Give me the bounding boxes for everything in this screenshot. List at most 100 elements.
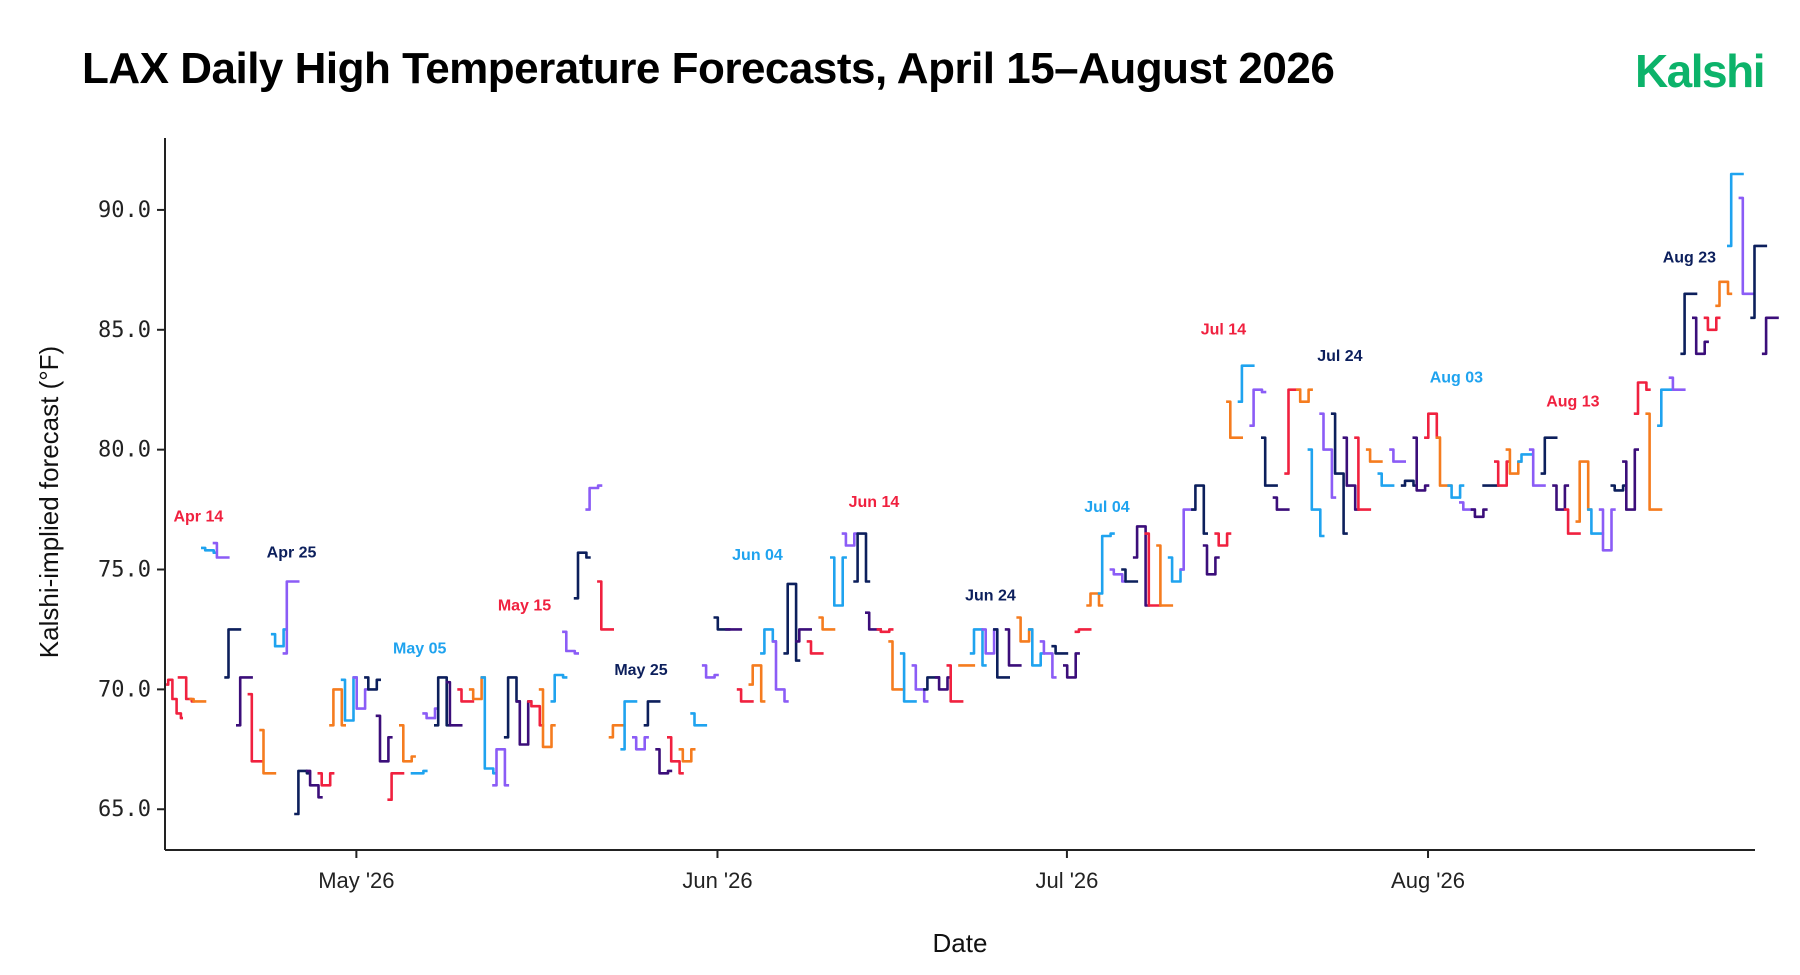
- forecast-line-2026-05-12: [480, 676, 498, 775]
- forecast-line-2026-06-17: [899, 652, 917, 703]
- date-annotation: Aug 23: [1663, 250, 1716, 267]
- forecast-line-2026-06-13: [853, 532, 871, 583]
- x-tick-label: Jul '26: [1035, 868, 1098, 893]
- forecast-line-2026-06-11: [830, 556, 847, 607]
- date-annotation: Jul 14: [1201, 322, 1246, 339]
- forecast-line-2026-06-03: [736, 688, 754, 703]
- date-annotation: Jun 04: [732, 547, 783, 564]
- forecast-line-2026-08-16: [1598, 508, 1616, 552]
- forecast-line-2026-04-19: [212, 541, 230, 559]
- date-annotation: Jun 14: [849, 494, 900, 511]
- forecast-line-2026-07-11: [1179, 508, 1197, 571]
- chart-title: LAX Daily High Temperature Forecasts, Ap…: [82, 44, 1335, 93]
- forecast-line-2026-05-23: [608, 724, 626, 739]
- forecast-line-2026-07-07: [1132, 525, 1150, 607]
- forecast-line-2026-07-08: [1144, 532, 1162, 607]
- forecast-line-2026-06-23: [969, 628, 987, 667]
- forecast-line-2026-04-26: [294, 769, 312, 816]
- forecast-line-2026-08-12: [1552, 484, 1570, 511]
- forecast-line-2026-08-18: [1622, 448, 1639, 511]
- date-annotation: Apr 25: [267, 545, 317, 562]
- forecast-line-2026-05-07: [422, 707, 440, 720]
- forecast-line-2026-08-29: [1750, 244, 1768, 320]
- date-annotation: Jul 24: [1317, 348, 1362, 365]
- forecast-line-2026-05-08: [434, 676, 451, 727]
- forecast-line-2026-04-25: [282, 580, 300, 655]
- date-annotation: Aug 13: [1546, 393, 1599, 410]
- forecast-line-2026-08-01: [1424, 412, 1441, 439]
- forecast-line-2026-05-13: [492, 748, 510, 787]
- forecast-line-2026-05-31: [701, 664, 719, 679]
- annotation-layer: Apr 14 Apr 25 May 05 May 15 May 25 Jun 04 Jun …: [173, 250, 1716, 679]
- forecast-line-2026-08-13: [1563, 508, 1581, 535]
- forecast-line-2026-06-01: [713, 616, 731, 631]
- forecast-line-2026-04-20: [224, 628, 242, 679]
- forecast-line-2026-06-16: [888, 640, 906, 691]
- date-annotation: Jul 04: [1084, 499, 1129, 516]
- forecast-line-2026-07-19: [1272, 496, 1290, 511]
- y-tick-label: 85.0: [98, 318, 151, 343]
- forecast-line-2026-07-06: [1121, 568, 1139, 583]
- forecast-line-2026-05-04: [387, 772, 405, 801]
- forecast-line-2026-08-14: [1575, 460, 1593, 523]
- forecast-line-2026-06-10: [818, 616, 836, 631]
- forecast-line-2026-04-21: [236, 676, 253, 727]
- forecast-line-2026-06-21: [946, 664, 964, 703]
- forecast-line-2026-07-17: [1249, 388, 1267, 427]
- forecast-line-2026-04-16: [177, 676, 195, 703]
- forecast-line-2026-07-05: [1109, 568, 1127, 583]
- forecast-line-2026-06-26: [1004, 628, 1022, 667]
- forecast-line-2026-08-25: [1703, 316, 1721, 332]
- forecast-line-2026-04-23: [259, 728, 277, 775]
- forecast-line-2026-06-08: [795, 628, 812, 643]
- forecast-line-2026-08-11: [1540, 436, 1558, 475]
- forecast-line-2026-04-17: [189, 697, 207, 703]
- axes: 65.0 70.0 75.0 80.0 85.0 90.0 May '26 Jun '26 Ju…: [98, 138, 1755, 893]
- forecast-line-2026-07-03: [1086, 592, 1104, 607]
- forecast-line-2026-05-18: [550, 673, 568, 703]
- forecast-line-2026-05-15: [515, 700, 533, 746]
- forecast-line-2026-05-28: [667, 736, 684, 775]
- forecast-line-2026-05-14: [503, 676, 521, 739]
- y-tick-label: 90.0: [98, 198, 151, 223]
- forecast-line-2026-05-09: [445, 680, 463, 727]
- forecast-line-2026-07-18: [1261, 436, 1278, 487]
- forecast-line-2026-04-15: [166, 678, 183, 720]
- forecast-line-2026-06-24: [981, 628, 999, 655]
- forecast-line-2026-05-26: [643, 700, 661, 727]
- forecast-line-2026-05-30: [690, 712, 708, 727]
- x-tick-label: Aug '26: [1391, 868, 1465, 893]
- forecast-line-2026-06-20: [934, 676, 952, 691]
- x-tick-label: Jun '26: [682, 868, 752, 893]
- forecast-line-2026-04-30: [340, 676, 358, 722]
- forecast-line-2026-05-24: [620, 700, 638, 751]
- forecast-line-2026-05-21: [585, 484, 603, 511]
- forecast-line-2026-05-16: [527, 700, 545, 727]
- forecast-line-2026-06-30: [1051, 644, 1069, 655]
- forecast-line-2026-07-25: [1342, 436, 1360, 511]
- forecast-line-2026-05-17: [538, 688, 556, 749]
- date-annotation: May 25: [614, 662, 667, 679]
- date-annotation: Apr 14: [173, 509, 223, 526]
- forecast-line-2026-08-24: [1692, 316, 1709, 356]
- forecast-line-2026-07-23: [1319, 412, 1337, 499]
- series-layer: [166, 172, 1779, 816]
- forecast-line-2026-05-10: [457, 688, 475, 703]
- x-axis-label: Date: [933, 928, 988, 958]
- forecast-line-2026-06-25: [993, 628, 1010, 679]
- y-tick-label: 65.0: [98, 797, 151, 822]
- forecast-line-2026-08-20: [1645, 412, 1663, 511]
- forecast-line-2026-06-14: [865, 611, 882, 631]
- forecast-line-2026-05-25: [632, 736, 649, 751]
- forecast-line-2026-07-26: [1354, 436, 1372, 511]
- forecast-line-2026-04-29: [329, 688, 346, 727]
- forecast-line-2026-05-01: [352, 676, 370, 710]
- forecast-line-2026-07-15: [1226, 400, 1243, 439]
- forecast-line-2026-07-27: [1365, 448, 1383, 463]
- forecast-line-2026-08-19: [1633, 381, 1651, 415]
- forecast-line-2026-07-13: [1202, 544, 1220, 576]
- forecast-line-2026-08-17: [1610, 484, 1628, 492]
- forecast-line-2026-08-03: [1447, 484, 1465, 499]
- forecast-line-2026-07-20: [1284, 388, 1302, 475]
